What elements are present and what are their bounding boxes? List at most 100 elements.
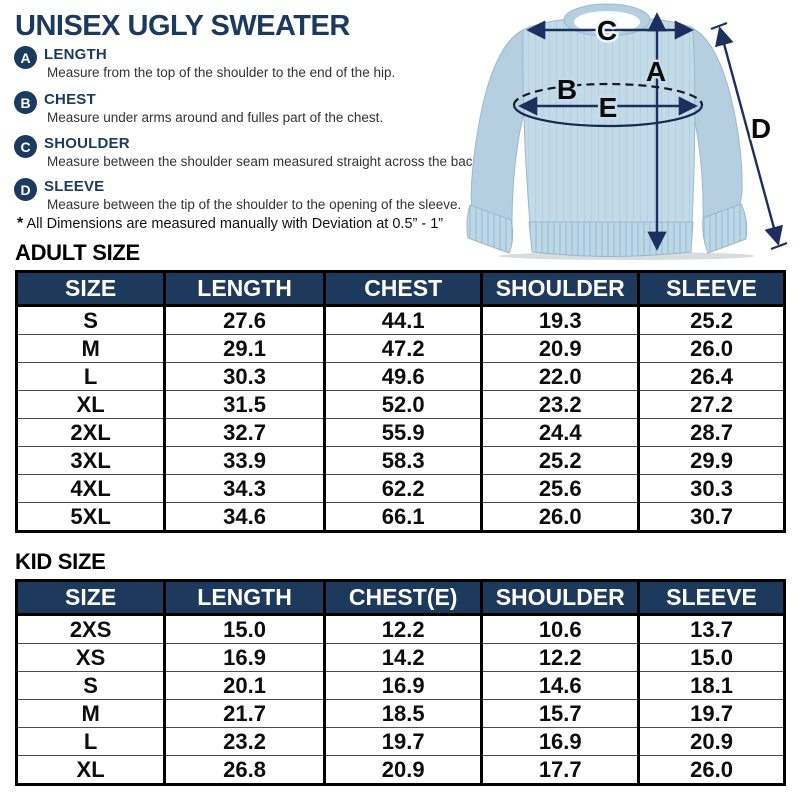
table-cell: 34.6 [163,502,325,532]
table-cell: M [16,334,165,363]
measurement-def-chest: B CHEST Measure under arms around and fu… [14,91,383,126]
table-cell: 29.9 [637,446,785,475]
letter-badge-b: B [14,91,37,114]
table-cell: 18.1 [637,671,785,700]
table-cell: 12.2 [322,614,482,644]
table-row: XL 26.8 20.9 17.7 26.0 [16,755,785,785]
table-cell: 33.9 [163,446,325,475]
measurement-description: Measure between the tip of the shoulder … [47,197,462,212]
table-cell: 62.2 [322,474,482,503]
table-cell: S [16,671,165,700]
table-cell: 23.2 [163,727,325,756]
label-d: D [751,113,771,144]
table-cell: 15.0 [637,643,785,672]
table-cell: 16.9 [163,643,325,672]
table-cell: 20.9 [480,334,639,363]
deviation-note: * All Dimensions are measured manually w… [17,215,443,233]
note-text: All Dimensions are measured manually wit… [26,216,444,232]
measurement-description: Measure between the shoulder seam measur… [47,154,483,169]
table-cell: 16.9 [322,671,482,700]
adult-size-heading: ADULT SIZE [15,240,140,265]
table-row: L 23.2 19.7 16.9 20.9 [16,727,785,756]
table-cell: 30.3 [637,474,785,503]
arrow-letter-labels: C A B E D [554,13,773,147]
table-cell: S [83,307,98,333]
table-cell: 66.1 [322,502,482,532]
table-cell: 15.0 [163,614,325,644]
letter-badge-c: C [14,135,37,158]
measurement-description: Measure from the top of the shoulder to … [47,65,396,80]
table-cell: 52.0 [322,390,482,419]
arrow-d-sleeve [715,26,783,246]
table-row: 5XL 34.6 66.1 26.0 30.7 [16,502,785,532]
table-cell: 47.2 [322,334,482,363]
table-cell: 49.6 [322,362,482,391]
table-cell: 19.7 [637,699,785,728]
table-cell: 17.7 [480,755,639,785]
label-b: B [557,74,577,105]
label-e: E [599,92,618,123]
table-cell: 31.5 [163,390,325,419]
label-c: C [597,15,617,46]
hem-band [528,221,694,257]
column-header: CHEST(E) [322,580,482,616]
table-row: 2XL 32.7 55.9 24.4 28.7 [16,418,785,447]
table-cell: 27.2 [637,390,785,419]
table-cell: 55.9 [322,418,482,447]
table-cell: 30.7 [637,502,785,532]
table-cell: 26.8 [163,755,325,785]
measurement-name: SHOULDER [44,135,130,152]
table-cell: 26.0 [637,755,785,785]
kid-size-heading: KID SIZE [15,549,106,574]
table-cell: 19.3 [480,305,639,335]
table-cell: 14.6 [480,671,639,700]
table-row: XS 16.9 14.2 12.2 15.0 [16,643,785,672]
table-cell: 20.1 [163,671,325,700]
page-title: UNISEX UGLY SWEATER [15,10,350,42]
table-cell: 58.3 [322,446,482,475]
table-cell: 29.1 [163,334,325,363]
measurement-def-length: A LENGTH Measure from the top of the sho… [14,46,395,81]
measurement-def-shoulder: C SHOULDER Measure between the shoulder … [14,135,483,170]
table-cell: 26.0 [480,502,639,532]
table-cell: XL [16,390,165,419]
table-cell: 20.9 [322,755,482,785]
column-header: SLEEVE [637,271,785,307]
column-header: SHOULDER [480,580,639,616]
label-a: A [646,56,666,87]
table-cell: L [16,362,165,391]
table-cell: 3XL [16,446,165,475]
column-header: SLEEVE [637,580,785,616]
letter-badge-d: D [14,178,37,201]
measurement-arrows [512,12,788,251]
table-cell: 34.3 [163,474,325,503]
header-row: SIZE LENGTH CHEST(E) SHOULDER SLEEVE [16,580,785,616]
arrow-d-top-tick [710,21,728,31]
table-cell: 16.9 [480,727,639,756]
table-row: S 20.1 16.9 14.6 18.1 [16,671,785,700]
table-cell: 10.6 [480,614,639,644]
left-cuff [466,204,514,254]
measurement-name: LENGTH [44,46,107,63]
table-row: 3XL 33.9 58.3 25.2 29.9 [16,446,785,475]
table-row: M 21.7 18.5 15.7 19.7 [16,699,785,728]
table-cell: 25.2 [637,305,785,335]
table-cell: 21.7 [163,699,325,728]
table-cell: 20.9 [637,727,785,756]
table-cell: 22.0 [480,362,639,391]
table-cell: 44.1 [322,305,482,335]
sweater-size-diagram: C A B E D [466,3,788,260]
table-cell: 25.2 [480,446,639,475]
table-cell: 14.2 [322,643,482,672]
column-header: SIZE [16,271,165,307]
table-row: M 29.1 47.2 20.9 26.0 [16,334,785,363]
column-header: LENGTH [163,580,325,616]
column-header: SHOULDER [480,271,639,307]
table-cell: 26.0 [637,334,785,363]
arrow-d-bottom-tick [770,241,788,251]
table-cell: 13.7 [637,614,785,644]
column-header: LENGTH [163,271,325,307]
table-cell: L [16,727,165,756]
column-header: SIZE [16,580,165,616]
